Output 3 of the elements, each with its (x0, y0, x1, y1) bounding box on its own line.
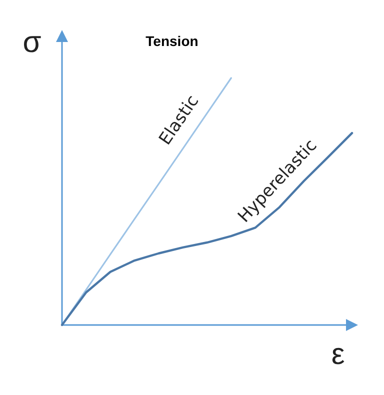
y-axis-title: σ (22, 26, 42, 59)
chart-title: Tension (146, 33, 198, 49)
x-axis-title: ε (331, 338, 345, 371)
